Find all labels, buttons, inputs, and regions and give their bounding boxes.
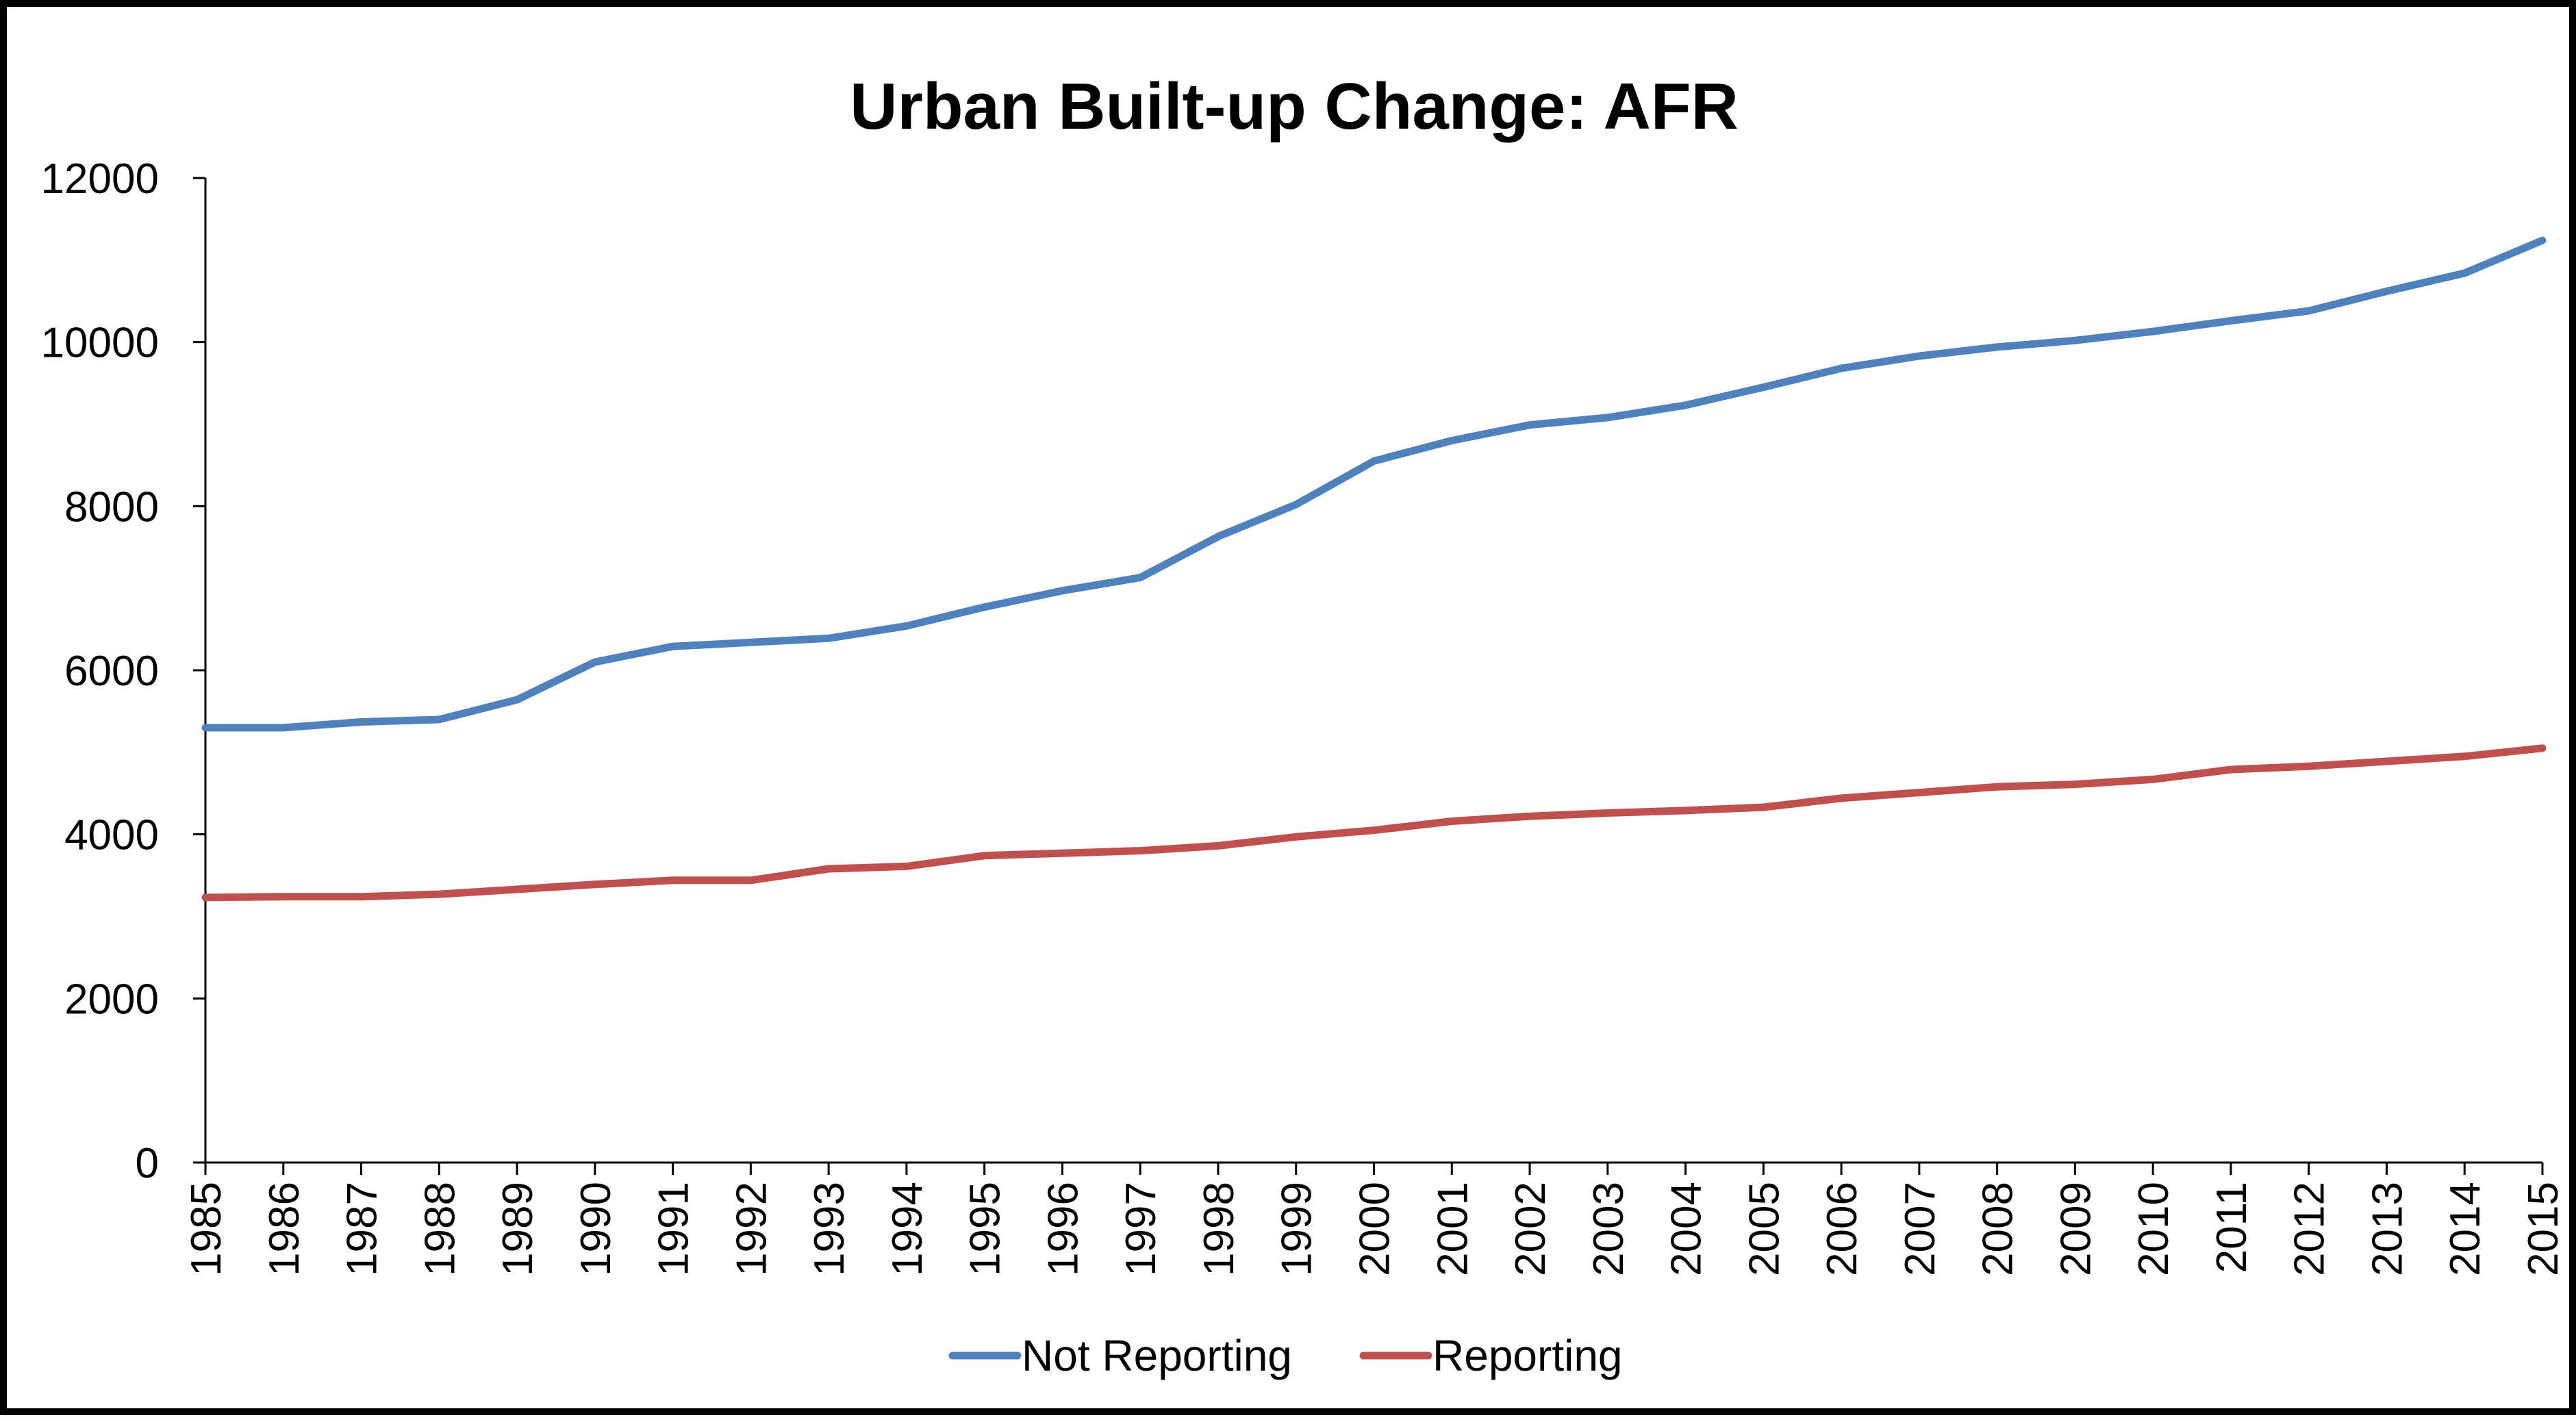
x-tick-label: 1985 bbox=[183, 1182, 230, 1276]
line-chart: Urban Built-up Change: AFR 0 2000 4000 6000… bbox=[41, 70, 2567, 1380]
x-axis-ticks: 1985 1986 1987 1988 1989 1990 1991 1992 1993 1994… bbox=[183, 1163, 2567, 1276]
y-tick-label: 8000 bbox=[64, 483, 159, 531]
y-tick-label: 12000 bbox=[41, 155, 159, 203]
x-tick-label: 2003 bbox=[1585, 1182, 1632, 1276]
x-tick-label: 2014 bbox=[2442, 1182, 2489, 1276]
x-tick-label: 2010 bbox=[2130, 1182, 2177, 1276]
series-line-reporting bbox=[201, 744, 2547, 902]
x-tick-label: 1999 bbox=[1274, 1182, 1321, 1276]
y-tick-label: 4000 bbox=[64, 812, 159, 859]
legend-label: Reporting bbox=[1432, 1331, 1623, 1380]
x-tick-label: 2015 bbox=[2520, 1182, 2567, 1276]
x-tick-label: 2013 bbox=[2364, 1182, 2411, 1276]
x-tick-label: 2009 bbox=[2052, 1182, 2099, 1276]
x-tick-label: 1996 bbox=[1039, 1182, 1087, 1276]
x-tick-label: 2005 bbox=[1741, 1182, 1788, 1276]
y-tick-label: 2000 bbox=[64, 976, 159, 1023]
x-tick-label: 2000 bbox=[1352, 1182, 1399, 1276]
series-lines bbox=[201, 236, 2547, 902]
x-tick-label: 1986 bbox=[261, 1182, 308, 1276]
x-tick-label: 1995 bbox=[962, 1182, 1009, 1276]
legend-label: Not Reporting bbox=[1022, 1331, 1292, 1380]
x-tick-label: 2004 bbox=[1663, 1182, 1710, 1276]
x-tick-label: 1997 bbox=[1117, 1182, 1165, 1276]
x-tick-label: 2007 bbox=[1897, 1182, 1944, 1276]
legend: Not Reporting Reporting bbox=[948, 1331, 1623, 1380]
x-tick-label: 1993 bbox=[806, 1182, 853, 1276]
y-tick-label: 10000 bbox=[41, 320, 159, 367]
y-axis-ticks: 0 2000 4000 6000 8000 10000 12000 bbox=[41, 155, 205, 1187]
x-tick-label: 1987 bbox=[339, 1182, 386, 1276]
x-tick-label: 1989 bbox=[494, 1182, 542, 1276]
x-tick-label: 1990 bbox=[572, 1182, 620, 1276]
x-tick-label: 2002 bbox=[1507, 1182, 1554, 1276]
x-tick-label: 2001 bbox=[1429, 1182, 1476, 1276]
x-tick-label: 2008 bbox=[1975, 1182, 2022, 1276]
x-tick-label: 2006 bbox=[1819, 1182, 1866, 1276]
y-tick-label: 0 bbox=[136, 1140, 159, 1187]
x-tick-label: 1994 bbox=[884, 1182, 931, 1276]
x-tick-label: 2012 bbox=[2286, 1182, 2334, 1276]
y-tick-label: 6000 bbox=[64, 648, 159, 695]
x-tick-label: 1998 bbox=[1196, 1182, 1243, 1276]
x-tick-label: 1991 bbox=[651, 1182, 698, 1276]
chart-title: Urban Built-up Change: AFR bbox=[850, 70, 1739, 143]
series-line-not-reporting bbox=[201, 236, 2547, 732]
x-tick-label: 2011 bbox=[2208, 1182, 2256, 1273]
legend-item-not-reporting: Not Reporting bbox=[948, 1331, 1292, 1380]
x-tick-label: 1992 bbox=[728, 1182, 775, 1276]
legend-item-reporting: Reporting bbox=[1359, 1331, 1623, 1380]
x-tick-label: 1988 bbox=[416, 1182, 464, 1276]
